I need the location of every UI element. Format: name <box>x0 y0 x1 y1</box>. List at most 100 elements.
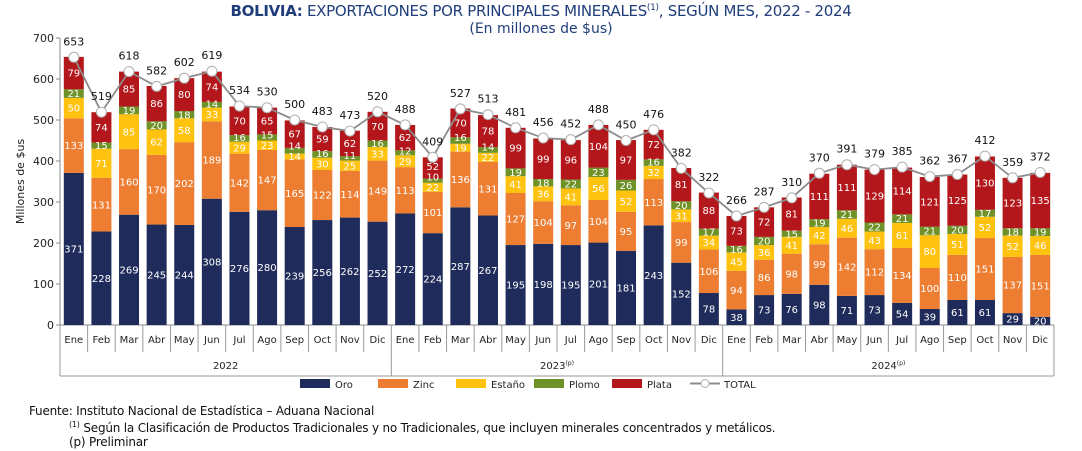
bar-segment-estaño <box>892 222 913 248</box>
x-tick-label: Ene <box>727 335 746 346</box>
total-marker <box>482 109 494 121</box>
data-label-plomo: 26 <box>620 181 633 192</box>
total-marker <box>869 164 881 176</box>
data-label-zinc: 104 <box>534 218 553 229</box>
data-label-zinc: 86 <box>758 273 771 284</box>
total-marker <box>95 106 107 118</box>
bar-segment-oro <box>671 262 692 325</box>
bar-segment-zinc <box>698 249 719 294</box>
legend-label: Zinc <box>413 380 434 391</box>
data-label-plomo: 11 <box>344 151 357 162</box>
data-label-oro: 73 <box>868 306 881 317</box>
total-label: 473 <box>339 109 360 122</box>
note-mark: (1) <box>69 420 80 429</box>
bar-segment-oro <box>339 217 360 325</box>
y-axis-label: Millones de $us <box>14 139 27 225</box>
x-tick-label: Jun <box>534 335 551 346</box>
data-label-zinc: 101 <box>423 208 442 219</box>
total-label: 582 <box>146 64 167 77</box>
data-label-plata: 96 <box>564 155 577 166</box>
legend-swatch-zinc <box>378 379 408 388</box>
data-label-plata: 81 <box>785 210 798 221</box>
x-tick-label: Mar <box>782 335 802 346</box>
preliminary-note: (p) Preliminar <box>69 435 148 449</box>
bar-segment-estaño <box>91 148 112 178</box>
total-label: 362 <box>919 155 940 168</box>
total-marker <box>68 51 80 63</box>
data-label-zinc: 110 <box>948 273 967 284</box>
data-label-oro: 61 <box>979 308 992 319</box>
legend-swatch-oro <box>300 379 330 388</box>
data-label-estaño: 25 <box>344 161 357 172</box>
y-tick-label: 200 <box>33 237 54 250</box>
data-label-zinc: 137 <box>1003 281 1022 292</box>
bar-segment-plomo <box>809 219 830 228</box>
bar-segment-estaño <box>588 176 609 200</box>
total-label: 367 <box>947 153 968 166</box>
data-label-zinc: 99 <box>813 260 826 271</box>
data-label-estaño: 41 <box>785 241 798 252</box>
bar-segment-plomo <box>339 156 360 161</box>
x-tick-label: Ene <box>396 335 415 346</box>
data-label-oro: 224 <box>423 275 442 286</box>
data-label-zinc: 142 <box>230 178 249 189</box>
bar-segment-estaño <box>146 129 167 155</box>
data-label-plata: 99 <box>509 144 522 155</box>
bar-segment-zinc <box>809 244 830 285</box>
data-label-oro: 73 <box>758 306 771 317</box>
total-label: 602 <box>174 56 195 69</box>
bar-segment-plata <box>91 112 112 143</box>
x-tick-label: May <box>505 335 526 346</box>
bar-segment-estaño <box>726 252 747 271</box>
bar-segment-estaño <box>201 107 222 122</box>
legend-marker-total <box>700 379 710 388</box>
bar-segment-zinc <box>836 237 857 296</box>
data-label-oro: 195 <box>506 281 525 292</box>
data-label-oro: 245 <box>147 270 166 281</box>
x-tick-label: Jul <box>232 335 245 346</box>
total-label: 519 <box>91 90 112 103</box>
bar-segment-plomo <box>367 140 388 148</box>
total-label: 481 <box>505 106 526 119</box>
data-label-plomo: 19 <box>813 219 826 230</box>
bar-segment-plomo <box>892 214 913 223</box>
legend-swatch-estaño <box>456 379 486 388</box>
bar-segment-plata <box>726 215 747 246</box>
bar-segment-oro <box>1030 316 1051 325</box>
bar-segment-plomo <box>312 151 333 158</box>
y-tick-label: 0 <box>47 319 54 332</box>
bar-segment-oro <box>698 293 719 325</box>
data-label-zinc: 170 <box>147 185 166 196</box>
bar-segment-zinc <box>450 151 471 208</box>
y-tick-label: 100 <box>33 278 54 291</box>
data-label-oro: 276 <box>230 264 249 275</box>
data-label-oro: 195 <box>561 281 580 292</box>
data-label-oro: 308 <box>202 257 221 268</box>
x-tick-label: Jul <box>895 335 908 346</box>
bar-segment-plomo <box>395 150 416 156</box>
bar-segment-zinc <box>947 254 968 300</box>
x-tick-label: Nov <box>340 335 360 346</box>
data-label-zinc: 113 <box>396 186 415 197</box>
data-label-plata: 52 <box>426 162 439 173</box>
data-label-zinc: 106 <box>699 267 718 278</box>
bar-segment-plomo <box>63 89 84 98</box>
data-label-plomo: 18 <box>1006 228 1019 239</box>
bar-segment-estaño <box>616 190 637 212</box>
total-marker <box>1007 172 1019 184</box>
total-marker <box>233 100 245 112</box>
data-label-oro: 181 <box>616 283 635 294</box>
x-tick-label: Abr <box>479 335 497 346</box>
total-label: 534 <box>229 84 250 97</box>
data-label-plomo: 16 <box>371 139 384 150</box>
bar-segment-zinc <box>533 201 554 244</box>
data-label-plomo: 17 <box>702 228 715 239</box>
data-label-plomo: 15 <box>785 229 798 240</box>
data-label-oro: 98 <box>813 301 826 312</box>
data-label-estaño: 22 <box>482 153 495 164</box>
data-label-oro: 256 <box>313 268 332 279</box>
bar-segment-zinc <box>367 160 388 222</box>
year-label-sup: (p) <box>897 360 906 367</box>
bar-segment-estaño <box>919 235 940 269</box>
y-tick-label: 600 <box>33 73 54 86</box>
